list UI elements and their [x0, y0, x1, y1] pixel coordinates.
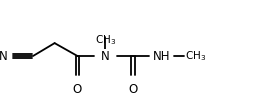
Text: N: N: [101, 50, 110, 62]
Text: CH$_3$: CH$_3$: [95, 34, 116, 47]
Text: O: O: [129, 83, 138, 96]
Text: NH: NH: [153, 50, 170, 62]
Text: N: N: [0, 50, 8, 62]
Text: CH$_3$: CH$_3$: [185, 49, 207, 63]
Text: O: O: [73, 83, 82, 96]
